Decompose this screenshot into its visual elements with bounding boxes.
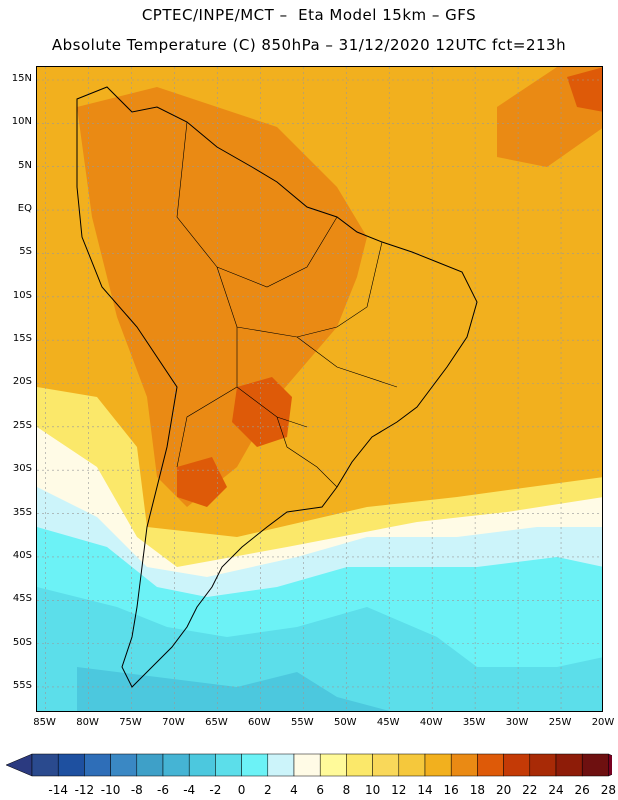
latitude-label: 40S: [12, 549, 32, 561]
latitude-label: 15N: [11, 73, 32, 84]
colorbar-label: 12: [391, 783, 407, 797]
colorbar-swatch: [424, 753, 452, 777]
latitude-label: 10N: [11, 116, 32, 128]
colorbar-label: -4: [183, 783, 196, 797]
latitude-label: 5S: [19, 246, 32, 258]
country-borders: [176, 121, 398, 488]
longitude-label: 85W: [33, 717, 56, 728]
colorbar-label: 14: [417, 783, 433, 797]
colorbar-swatch: [241, 753, 269, 777]
latitude-label: 10S: [12, 289, 32, 301]
longitude-label: 70W: [162, 717, 185, 728]
colorbar-swatch: [57, 753, 85, 777]
colorbar-label: -12: [74, 783, 95, 797]
colorbar-label: 26: [574, 783, 590, 797]
coastline-south-america: [76, 86, 478, 688]
colorbar-swatch: [136, 753, 164, 777]
colorbar-right-cap: [608, 753, 612, 777]
colorbar-swatch: [267, 753, 295, 777]
longitude-label: 30W: [505, 717, 529, 728]
colorbar-label: 16: [443, 783, 459, 797]
latitude-label: 35S: [12, 506, 32, 518]
colorbar-label: 10: [364, 783, 381, 797]
colorbar-swatch: [346, 753, 373, 777]
field-deep-cyan: [77, 667, 390, 711]
longitude-label: 80W: [76, 717, 99, 728]
longitude-label: 75W: [119, 717, 142, 728]
colorbar-swatch: [110, 753, 138, 777]
colorbar-swatch: [581, 753, 609, 777]
colorbar-swatch: [84, 753, 111, 777]
colorbar-swatch: [215, 753, 242, 777]
colorbar-swatch: [555, 753, 583, 777]
field-hot-core-argentina: [177, 457, 227, 507]
latitude-label: 45S: [12, 593, 32, 605]
colorbar-label: -2: [209, 783, 222, 797]
colorbar-label: 20: [495, 783, 512, 797]
latitude-label: 25S: [12, 419, 32, 431]
map-frame[interactable]: [36, 66, 603, 712]
colorbar-label: -10: [100, 783, 121, 797]
longitude-label: 50W: [333, 717, 357, 728]
longitude-label: 25W: [548, 717, 572, 728]
colorbar-swatch: [372, 753, 400, 777]
latitude-label: 30S: [12, 463, 32, 475]
longitude-label: 45W: [376, 717, 400, 728]
colorbar-swatch: [31, 753, 59, 777]
colorbar-swatch: [188, 753, 216, 777]
colorbar-swatch: [529, 753, 557, 777]
chart-title-line-2: Absolute Temperature (C) 850hPa – 31/12/…: [51, 36, 567, 54]
colorbar: [6, 753, 612, 777]
colorbar-swatch: [450, 753, 478, 777]
latitude-label: 15S: [12, 333, 32, 345]
colorbar-label: 6: [316, 783, 324, 797]
colorbar-swatch: [477, 753, 504, 777]
longitude-label: 55W: [291, 717, 314, 728]
colorbar-swatch: [398, 753, 426, 777]
colorbar-swatch: [503, 753, 531, 777]
colorbar-label: 18: [469, 783, 486, 797]
longitude-label: 35W: [462, 717, 486, 728]
colorbar-left-cap: [6, 753, 33, 777]
colorbar-label: 22: [522, 783, 538, 797]
latitude-label: EQ: [17, 203, 32, 215]
colorbar-label: 8: [342, 783, 351, 797]
field-hot-core-northeast: [567, 67, 602, 112]
colorbar-label: 28: [600, 783, 617, 797]
colorbar-label: 24: [548, 783, 564, 797]
colorbar-label: 0: [237, 783, 246, 797]
colorbar-label: 4: [290, 783, 298, 797]
colorbar-swatch: [293, 753, 321, 777]
latitude-label: 20S: [12, 376, 32, 388]
longitude-label: 40W: [419, 717, 443, 728]
colorbar-label: -8: [130, 783, 143, 797]
longitude-label: 20W: [591, 717, 615, 728]
latitude-label: 5N: [18, 159, 32, 171]
colorbar-label: 2: [263, 783, 272, 797]
colorbar-label: -14: [48, 783, 68, 797]
latitude-label: 55S: [12, 679, 32, 691]
longitude-label: 65W: [205, 717, 228, 728]
colorbar-swatch: [319, 753, 347, 777]
colorbar-label: -6: [157, 783, 169, 797]
temperature-map[interactable]: [37, 67, 603, 712]
latitude-label: 50S: [12, 636, 32, 648]
chart-title-line-1: CPTEC/INPE/MCT – Eta Model 15km – GFS: [141, 6, 477, 24]
colorbar-swatch: [162, 753, 190, 777]
longitude-label: 60W: [248, 717, 271, 728]
